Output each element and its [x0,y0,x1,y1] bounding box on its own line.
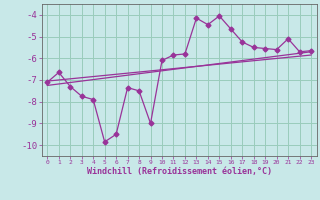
X-axis label: Windchill (Refroidissement éolien,°C): Windchill (Refroidissement éolien,°C) [87,167,272,176]
